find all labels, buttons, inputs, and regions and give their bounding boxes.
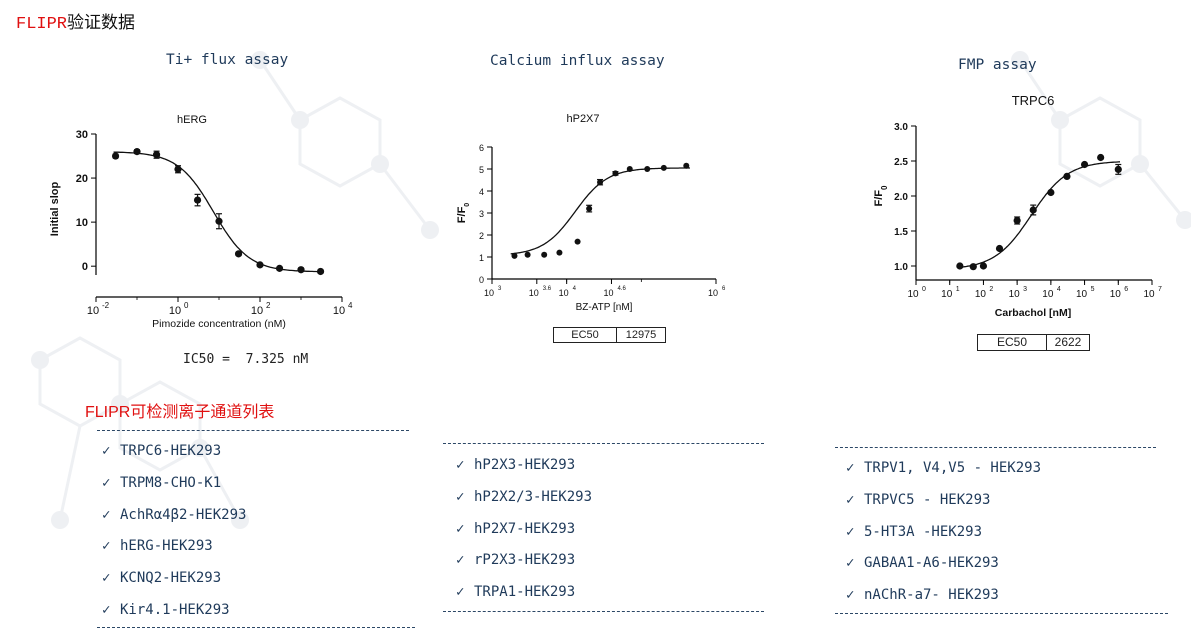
check-icon: ✓: [846, 460, 855, 476]
check-icon: ✓: [456, 488, 465, 505]
check-icon: ✓: [846, 587, 855, 604]
list-item: ✓ TRPVC5 - HEK293: [846, 485, 1041, 517]
list-item: ✓ hP2X2/3-HEK293: [456, 482, 592, 514]
list-item: ✓ nAChR-a7- HEK293: [846, 580, 1041, 612]
assay-title-ti-flux: Ti+ flux assay: [166, 52, 289, 68]
divider-col1-bottom: [97, 627, 415, 628]
divider-col3-top: [835, 447, 1156, 448]
list-item-label: TRPA1-HEK293: [474, 584, 576, 601]
list-item: ✓ AchRα4β2-HEK293: [102, 500, 246, 532]
assay-title-fmp: FMP assay: [958, 57, 1037, 73]
assay-title-calcium-influx: Calcium influx assay: [490, 53, 665, 69]
list-item: ✓ TRPV1, V4,V5 - HEK293: [846, 453, 1041, 485]
check-icon: ✓: [456, 457, 465, 473]
list-item-label: TRPV1, V4,V5 - HEK293: [864, 460, 1042, 476]
list-item-label: hP2X2/3-HEK293: [474, 488, 593, 505]
check-icon: ✓: [102, 570, 111, 587]
divider-col2-bottom: [443, 611, 764, 612]
list-item-label: hP2X7-HEK293: [474, 520, 576, 537]
ion-channel-list-col2: ✓ hP2X3-HEK293 ✓ hP2X2/3-HEK293 ✓ hP2X7-HEK29…: [456, 450, 592, 609]
ion-channel-list-col1: ✓ TRPC6-HEK293 ✓ TRPM8-CHO-K1 ✓ AchRα4β2-HEK2…: [102, 436, 246, 627]
page-title-suffix: 验证数据: [67, 13, 136, 32]
check-icon: ✓: [846, 491, 855, 508]
check-icon: ✓: [456, 584, 465, 601]
ic50-value: 7.325 nM: [245, 352, 309, 367]
list-item-label: rP2X3-HEK293: [474, 552, 576, 569]
list-item-label: GABAA1-A6-HEK293: [864, 555, 999, 572]
ion-channel-list-col3: ✓ TRPV1, V4,V5 - HEK293 ✓ TRPVC5 - HEK293 ✓ 5…: [846, 453, 1041, 612]
list-item: ✓ TRPC6-HEK293: [102, 436, 246, 468]
check-icon: ✓: [846, 555, 855, 572]
ec50-box-trpc6: EC50 2622: [977, 334, 1090, 351]
ec50-box-hp2x7: EC50 12975: [553, 327, 666, 343]
list-item-label: Kir4.1-HEK293: [120, 601, 230, 618]
list-item-label: 5-HT3A -HEK293: [864, 523, 983, 540]
ec50-label-hp2x7: EC50: [571, 329, 599, 341]
list-item: ✓ GABAA1-A6-HEK293: [846, 548, 1041, 580]
divider-col3-bottom: [835, 613, 1168, 614]
divider-col1-top: [97, 430, 409, 431]
list-item: ✓ TRPA1-HEK293: [456, 577, 592, 609]
list-item: ✓ 5-HT3A -HEK293: [846, 517, 1041, 549]
check-icon: ✓: [456, 520, 465, 537]
ic50-label: IC50 =: [183, 352, 230, 367]
list-item-label: hERG-HEK293: [120, 538, 213, 555]
list-item-label: TRPM8-CHO-K1: [120, 474, 222, 491]
list-item-label: TRPVC5 - HEK293: [864, 491, 991, 508]
ec50-label-trpc6: EC50: [996, 335, 1028, 349]
list-item: ✓ hERG-HEK293: [102, 531, 246, 563]
check-icon: ✓: [846, 523, 855, 540]
ion-channel-list-title: FLIPR可检测离子通道列表: [85, 404, 275, 421]
list-item: ✓ Kir4.1-HEK293: [102, 595, 246, 627]
ec50-value-hp2x7: 12975: [616, 328, 665, 342]
divider-col2-top: [443, 443, 764, 444]
check-icon: ✓: [102, 601, 111, 618]
list-item-label: KCNQ2-HEK293: [120, 570, 222, 587]
check-icon: ✓: [102, 538, 111, 555]
check-icon: ✓: [456, 552, 465, 569]
list-item: ✓ KCNQ2-HEK293: [102, 563, 246, 595]
page-title: FLIPR验证数据: [16, 8, 135, 34]
ec50-value-trpc6: 2622: [1046, 335, 1089, 350]
list-item: ✓ hP2X7-HEK293: [456, 514, 592, 546]
list-item: ✓ hP2X3-HEK293: [456, 450, 592, 482]
check-icon: ✓: [102, 443, 111, 459]
list-item: ✓ rP2X3-HEK293: [456, 545, 592, 577]
check-icon: ✓: [102, 474, 111, 491]
page-title-flipr: FLIPR: [16, 15, 68, 34]
ic50-annotation: IC50 = 7.325 nM: [183, 352, 308, 367]
check-icon: ✓: [102, 506, 111, 523]
list-item-label: TRPC6-HEK293: [120, 443, 222, 459]
list-item-label: AchRα4β2-HEK293: [120, 506, 247, 523]
list-item-label: hP2X3-HEK293: [474, 457, 576, 473]
list-item-label: nAChR-a7- HEK293: [864, 587, 999, 604]
list-item: ✓ TRPM8-CHO-K1: [102, 468, 246, 500]
